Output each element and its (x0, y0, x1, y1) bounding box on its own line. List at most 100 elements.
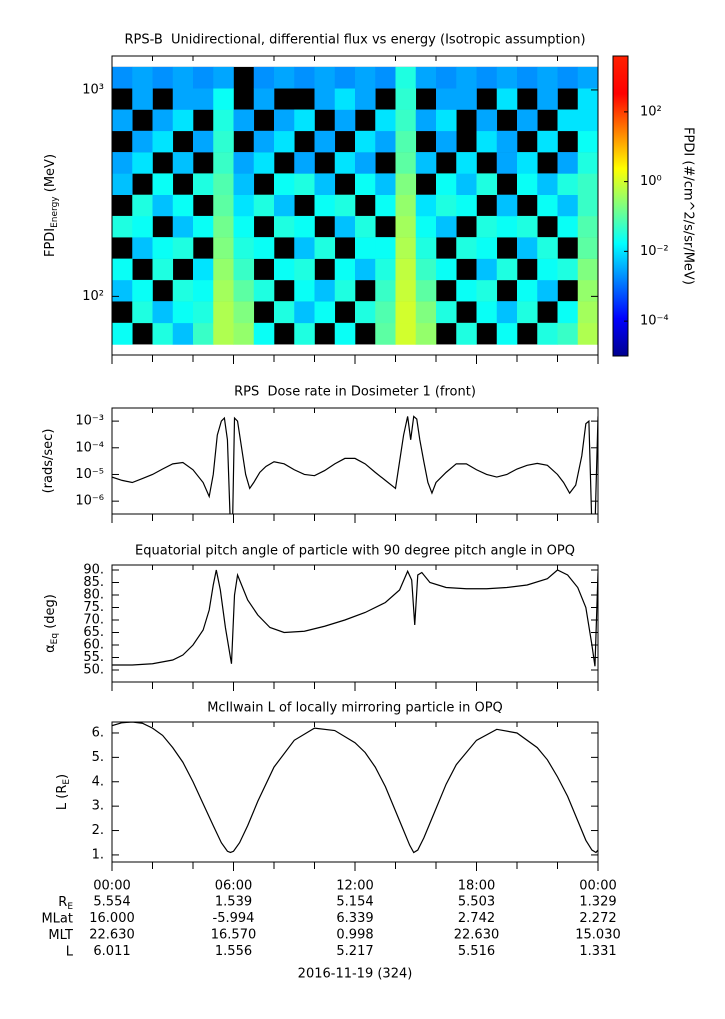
spectrogram-cell (213, 88, 234, 110)
spectrogram-cell (112, 109, 133, 132)
spectrogram-cell (274, 258, 295, 281)
spectrogram-cell (577, 279, 598, 302)
spectrogram-cell (193, 322, 214, 345)
spectrogram-cell (476, 301, 498, 324)
y-axis-label-tail: (MeV) (43, 154, 58, 196)
spectrogram-cell (314, 194, 336, 217)
y-axis-label-text: α (43, 644, 58, 653)
spectrogram-cell (496, 194, 518, 217)
spectrogram-cell (172, 279, 194, 302)
ephemeris-label-text: MLT (48, 928, 73, 943)
spectrogram-cell (557, 301, 579, 324)
spectrogram-cell (172, 66, 194, 89)
spectrogram-cell (233, 109, 255, 132)
colorbar (612, 55, 629, 357)
y-tick-label: 5. (92, 750, 104, 765)
spectrogram-cell (436, 109, 457, 132)
spectrogram-cell (213, 109, 234, 132)
spectrogram-cell (355, 88, 376, 110)
spectrogram-cell (537, 194, 558, 217)
spectrogram-cell (456, 152, 477, 174)
spectrogram-cell (253, 237, 275, 259)
spectrogram-cell (395, 66, 417, 89)
spectrogram-cell (476, 279, 498, 302)
ephemeris-value: 22.630 (454, 928, 500, 943)
spectrogram-cell (577, 301, 598, 324)
spectrogram-cell (517, 66, 538, 89)
x-tick-label: 00:00 (579, 879, 616, 894)
spectrogram-cell (253, 322, 275, 345)
spectrogram-cell (334, 215, 356, 238)
chart-title: RPS Dose rate in Dosimeter 1 (front) (234, 385, 476, 400)
data-line (112, 569, 598, 667)
spectrogram-cell (253, 152, 275, 174)
spectrogram-cell (233, 173, 255, 196)
spectrogram-cell (233, 258, 255, 281)
spectrogram-cell (274, 109, 295, 132)
spectrogram-cell (233, 301, 255, 324)
ephemeris-value: -5.994 (213, 911, 255, 926)
spectrogram-cell (517, 173, 538, 196)
spectrogram-cell (193, 258, 214, 281)
spectrogram-cell (334, 279, 356, 302)
spectrogram-cell (476, 215, 498, 238)
spectrogram-cell (112, 173, 133, 196)
spectrogram-cell (395, 258, 417, 281)
spectrogram-cell (172, 152, 194, 174)
plot-frame (111, 407, 599, 515)
spectrogram-cell (375, 173, 396, 196)
spectrogram-cell (172, 301, 194, 324)
spectrogram-cell (375, 301, 396, 324)
spectrogram-cell (456, 279, 477, 302)
spectrogram-cell (253, 194, 275, 217)
spectrogram-cell (557, 258, 579, 281)
spectrogram-cell (436, 194, 457, 217)
spectrogram-cell (436, 215, 457, 238)
spectrogram-cell (355, 215, 376, 238)
spectrogram-cell (395, 322, 417, 345)
spectrogram-cell (415, 301, 437, 324)
spectrogram-cell (274, 301, 295, 324)
spectrogram-cell (233, 152, 255, 174)
spectrogram-cell (496, 215, 518, 238)
spectrogram-cell (415, 66, 437, 89)
spectrogram-cell (314, 301, 336, 324)
ephemeris-label-text: R (58, 895, 67, 910)
spectrogram-cell (233, 215, 255, 238)
spectrogram-cell (476, 258, 498, 281)
spectrogram-cell (253, 88, 275, 110)
ephemeris-value: 0.998 (336, 928, 373, 943)
spectrogram-cell (557, 109, 579, 132)
spectrogram-cell (132, 194, 153, 217)
y-tick-label: 55. (83, 650, 104, 665)
spectrogram-cell (274, 130, 295, 153)
spectrogram-cell (152, 109, 174, 132)
ephemeris-value: 2.272 (579, 911, 616, 926)
ephemeris-value: 2.742 (458, 911, 495, 926)
spectrogram-cell (355, 258, 376, 281)
y-tick-label: 10⁻³ (75, 414, 104, 429)
chart-title: McIlwain L of locally mirroring particle… (207, 701, 503, 716)
spectrogram-cell (193, 173, 214, 196)
spectrogram-cell (395, 237, 417, 259)
spectrogram-cell (213, 66, 234, 89)
spectrogram-cell (517, 152, 538, 174)
spectrogram-cell (233, 279, 255, 302)
y-tick-label: 3. (92, 799, 104, 814)
spectrogram-cell (456, 194, 477, 217)
spectrogram-cell (233, 194, 255, 217)
spectrogram-cell (355, 301, 376, 324)
spectrogram-cell (496, 130, 518, 153)
spectrogram-cell (537, 279, 558, 302)
spectrogram-cell (577, 215, 598, 238)
spectrogram-cell (213, 237, 234, 259)
spectrogram-cell (112, 152, 133, 174)
ephemeris-value: 5.217 (336, 944, 373, 959)
chart-title: Equatorial pitch angle of particle with … (135, 544, 575, 559)
spectrogram-cell (132, 66, 153, 89)
spectrogram-cell (456, 322, 477, 345)
spectrogram-cell (496, 152, 518, 174)
spectrogram-cell (496, 258, 518, 281)
